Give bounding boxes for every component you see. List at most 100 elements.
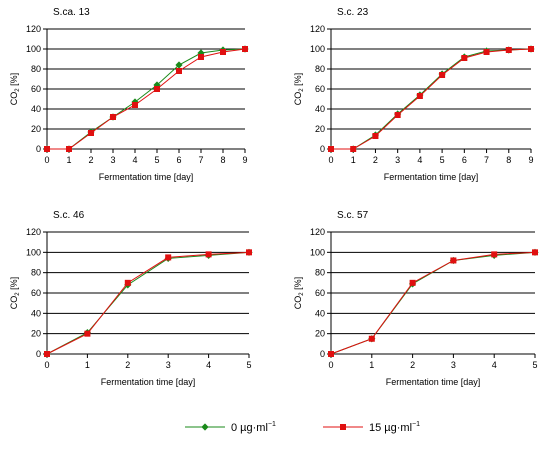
y-tick-label: 80 — [315, 64, 325, 74]
series-treated — [328, 249, 538, 357]
x-axis-label: Fermentation time [day] — [99, 172, 194, 182]
legend-entry: 15 µg·ml−1 — [323, 421, 420, 434]
series-treated — [44, 46, 248, 152]
x-tick-label: 4 — [132, 155, 137, 165]
legend-marker — [201, 423, 209, 431]
x-tick-label: 4 — [417, 155, 422, 165]
series-line — [330, 251, 536, 355]
y-axis-label: CO2 [%] — [293, 277, 305, 309]
y-tick-label: 0 — [320, 144, 325, 154]
series-control — [327, 45, 535, 153]
data-point — [372, 133, 379, 139]
data-point — [328, 351, 334, 357]
data-point — [84, 330, 91, 337]
data-point — [416, 93, 423, 99]
x-tick-label: 5 — [440, 155, 445, 165]
x-tick-label: 9 — [528, 155, 533, 165]
x-tick-label: 2 — [125, 360, 130, 370]
series-line — [330, 251, 536, 355]
chart-panel-1: 0 20 40 60 80 100 120 0 1 2 3 4 5 6 7 8 9 S.ca. 13 Ferment… — [9, 7, 249, 182]
legend: 0 µg·ml−1 15 µg·ml−1 — [185, 421, 420, 434]
series-line — [331, 48, 532, 150]
x-tick-label: 1 — [85, 360, 90, 370]
data-point — [124, 279, 131, 286]
series-line — [46, 251, 250, 355]
data-point — [220, 49, 226, 55]
y-tick-label: 40 — [315, 104, 325, 114]
y-tick-label: 100 — [310, 44, 325, 54]
x-tick-label: 6 — [176, 155, 181, 165]
data-point — [368, 335, 375, 342]
data-point — [165, 254, 172, 261]
data-point — [528, 46, 534, 52]
x-tick-label: 8 — [506, 155, 511, 165]
y-tick-label: 60 — [31, 288, 41, 298]
legend-marker — [340, 424, 346, 430]
data-point — [132, 102, 138, 108]
data-point — [110, 114, 116, 120]
y-tick-label: 20 — [315, 124, 325, 134]
x-tick-label: 3 — [110, 155, 115, 165]
y-tick-label: 0 — [36, 349, 41, 359]
series-control — [43, 45, 249, 153]
y-tick-label: 80 — [31, 64, 41, 74]
series-treated — [44, 249, 252, 357]
x-tick-label: 2 — [373, 155, 378, 165]
data-point — [88, 130, 94, 136]
x-tick-label: 1 — [66, 155, 71, 165]
y-axis-label: CO2 [%] — [293, 73, 305, 105]
x-tick-label: 1 — [369, 360, 374, 370]
x-tick-label: 1 — [351, 155, 356, 165]
chart-title: S.c. 23 — [337, 7, 369, 18]
legend-label: 15 µg·ml−1 — [369, 421, 420, 434]
x-tick-label: 7 — [484, 155, 489, 165]
x-tick-label: 2 — [88, 155, 93, 165]
y-tick-label: 20 — [31, 329, 41, 339]
data-point — [175, 61, 183, 69]
chart-title: S.c. 57 — [337, 210, 369, 221]
y-tick-label: 80 — [31, 268, 41, 278]
data-point — [394, 112, 401, 118]
y-tick-label: 100 — [310, 247, 325, 257]
y-tick-label: 120 — [310, 24, 325, 34]
y-tick-label: 0 — [36, 144, 41, 154]
y-tick-label: 60 — [315, 288, 325, 298]
legend-entry: 0 µg·ml−1 — [185, 421, 276, 434]
x-tick-label: 3 — [451, 360, 456, 370]
y-tick-label: 40 — [315, 308, 325, 318]
x-axis-label: Fermentation time [day] — [386, 377, 481, 387]
chart-panel-4: 0 20 40 60 80 100 120 0 1 2 3 4 5 S.c. 57 Fermentation… — [293, 210, 539, 387]
data-point — [153, 81, 161, 89]
legend-label: 0 µg·ml−1 — [231, 421, 276, 434]
data-point — [44, 146, 50, 152]
series-line — [331, 48, 532, 150]
y-tick-label: 120 — [310, 227, 325, 237]
x-axis-label: Fermentation time [day] — [384, 172, 479, 182]
y-tick-label: 120 — [26, 227, 41, 237]
chart-title: S.c. 46 — [53, 210, 85, 221]
series-line — [47, 48, 246, 150]
x-tick-label: 0 — [328, 155, 333, 165]
y-tick-label: 120 — [26, 24, 41, 34]
y-tick-label: 80 — [315, 268, 325, 278]
x-axis-label: Fermentation time [day] — [101, 377, 196, 387]
data-point — [505, 47, 512, 53]
series-control — [327, 248, 539, 358]
x-tick-label: 4 — [206, 360, 211, 370]
y-axis-label: CO2 [%] — [9, 277, 21, 309]
y-tick-label: 20 — [31, 124, 41, 134]
x-tick-label: 4 — [492, 360, 497, 370]
x-tick-label: 6 — [462, 155, 467, 165]
y-tick-label: 60 — [31, 84, 41, 94]
data-point — [246, 249, 252, 256]
y-tick-label: 100 — [26, 247, 41, 257]
x-tick-label: 5 — [246, 360, 251, 370]
data-point — [461, 55, 468, 61]
y-tick-label: 40 — [31, 308, 41, 318]
y-tick-label: 20 — [315, 329, 325, 339]
data-point — [205, 251, 212, 258]
data-point — [409, 279, 416, 286]
x-tick-label: 3 — [395, 155, 400, 165]
chart-title: S.ca. 13 — [53, 7, 90, 18]
